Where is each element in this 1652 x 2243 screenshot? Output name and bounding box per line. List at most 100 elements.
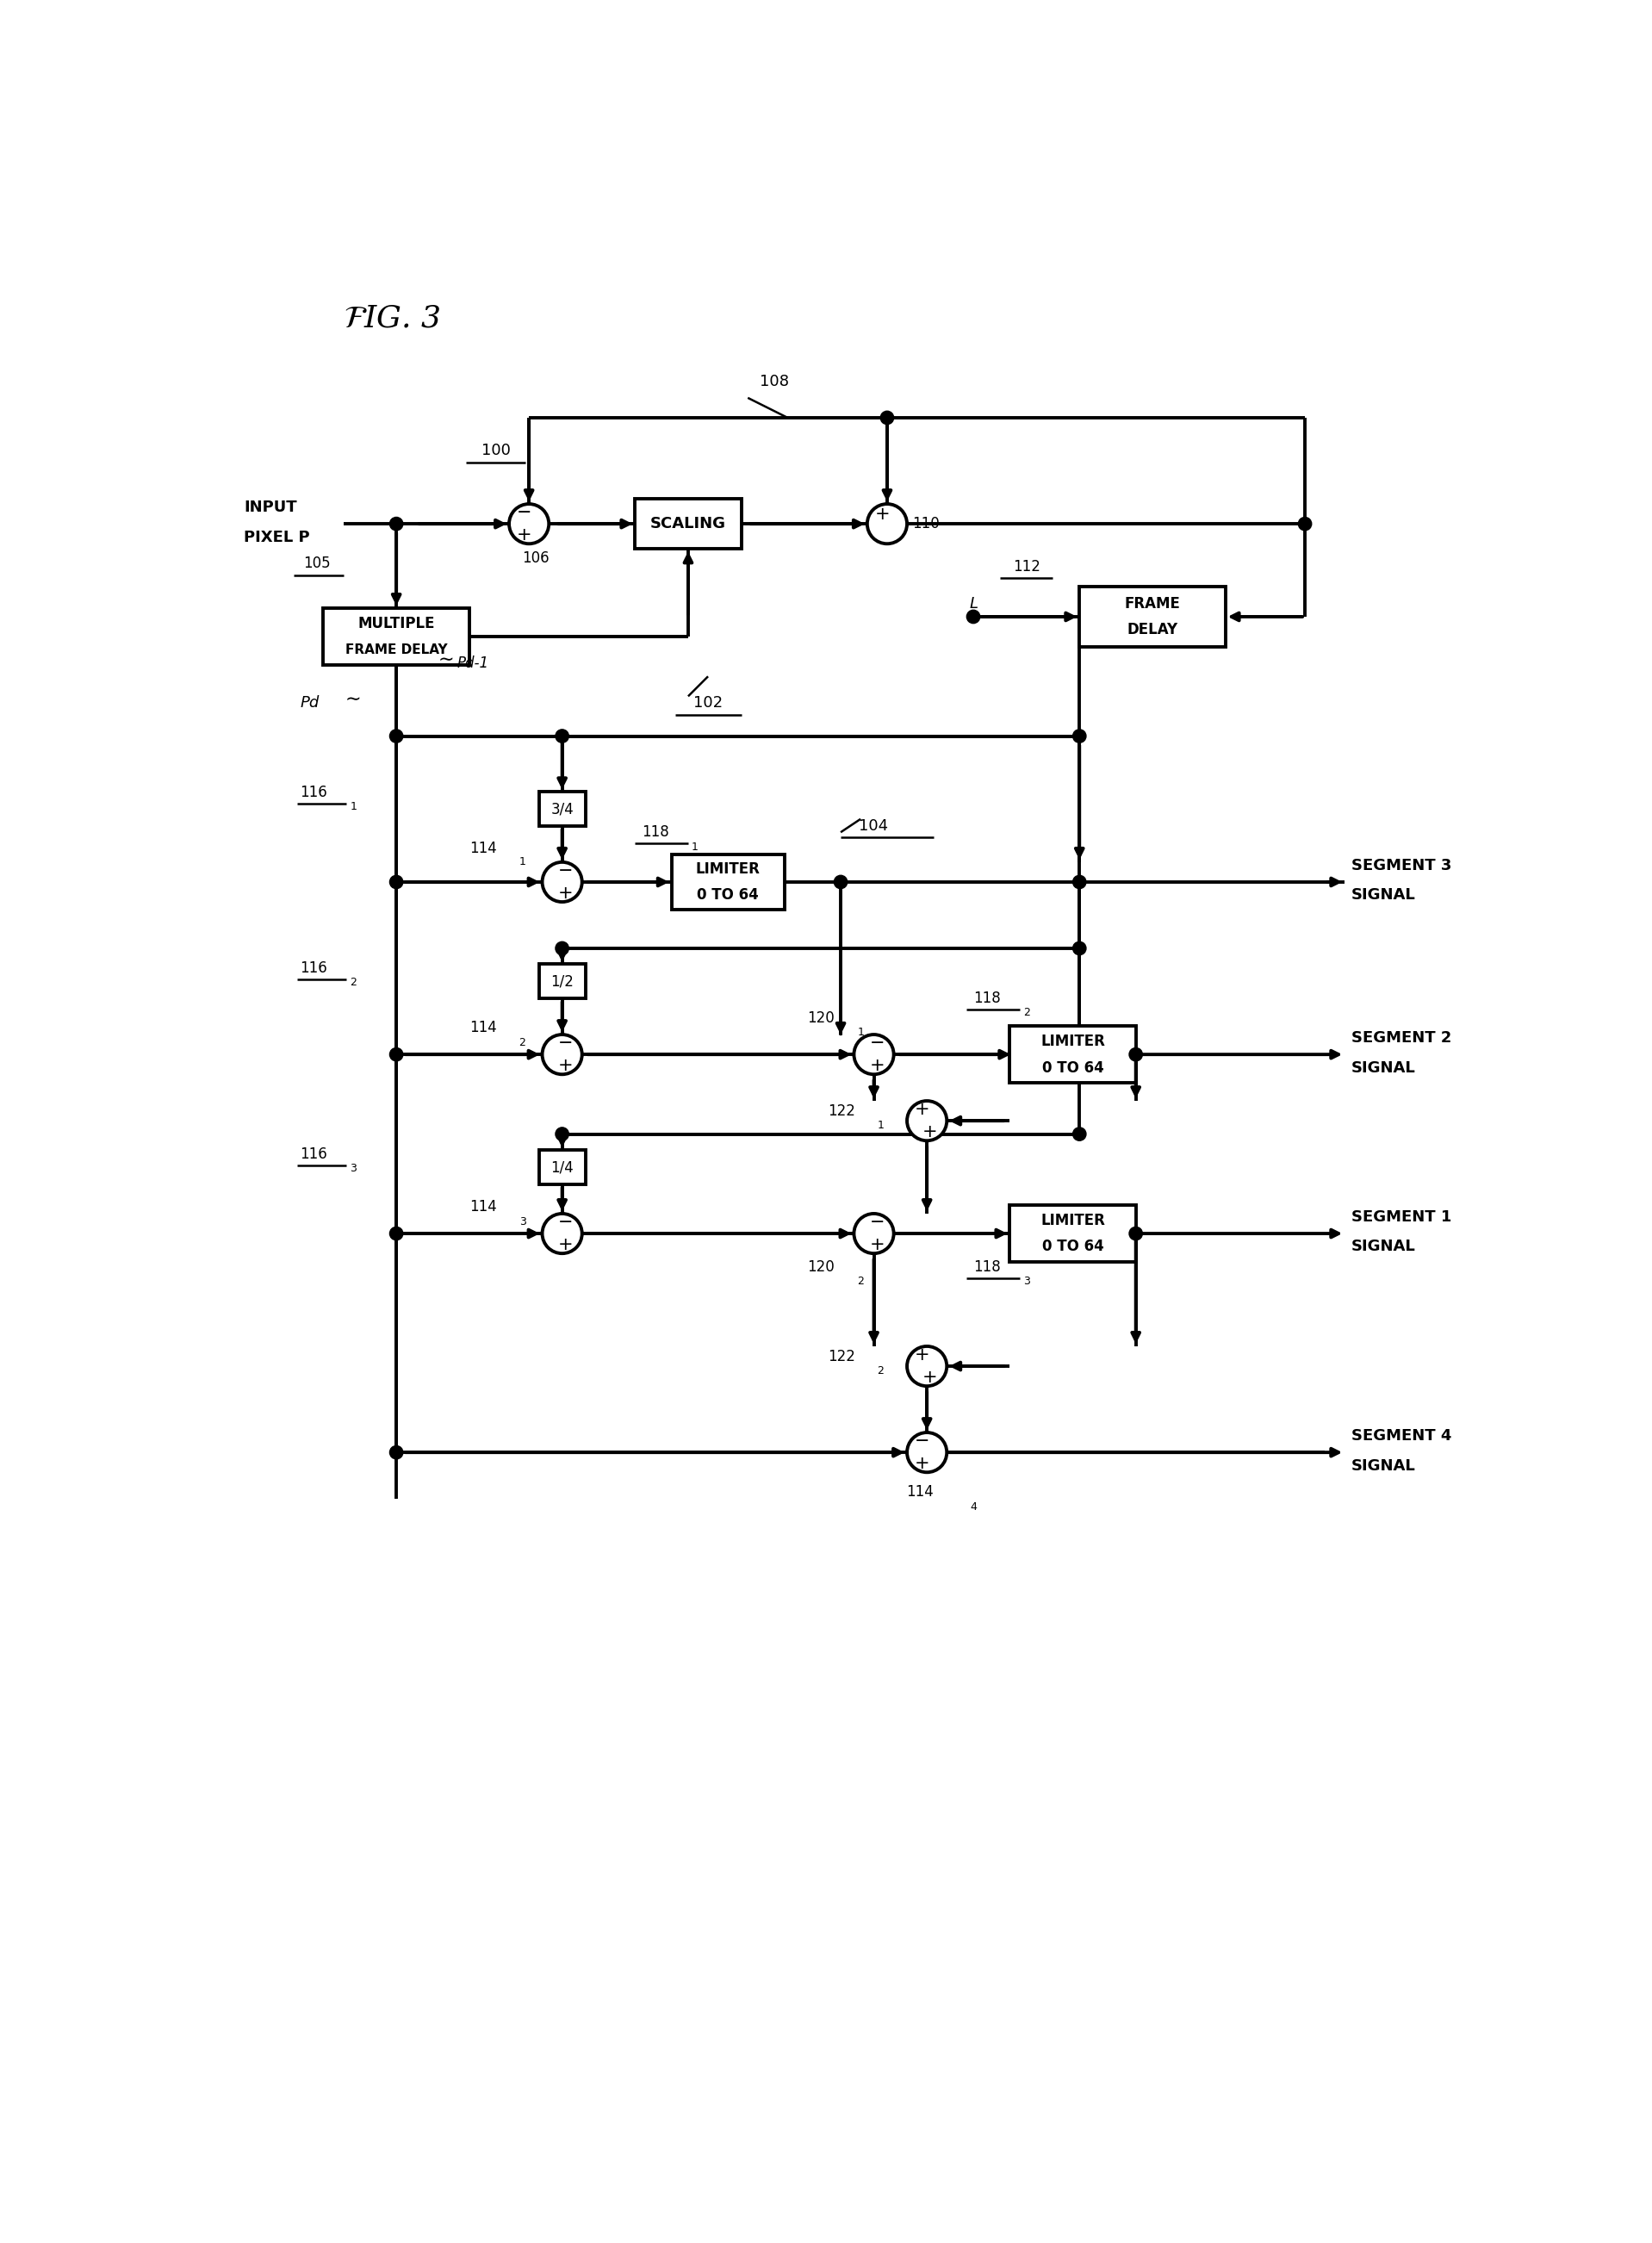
Text: +: + xyxy=(558,1236,573,1254)
Text: 105: 105 xyxy=(302,556,330,572)
Text: 118: 118 xyxy=(973,1258,1001,1274)
Circle shape xyxy=(390,1047,403,1061)
Text: 116: 116 xyxy=(301,960,327,976)
Text: 3: 3 xyxy=(350,1162,357,1173)
Text: −: − xyxy=(558,1213,573,1231)
Text: SIGNAL: SIGNAL xyxy=(1351,1238,1416,1254)
Circle shape xyxy=(1072,1128,1085,1142)
Text: +: + xyxy=(915,1456,930,1471)
Text: +: + xyxy=(869,1056,885,1074)
Text: MULTIPLE: MULTIPLE xyxy=(358,615,434,630)
Text: SIGNAL: SIGNAL xyxy=(1351,1458,1416,1474)
Text: 1: 1 xyxy=(877,1119,884,1130)
Text: LIMITER: LIMITER xyxy=(695,861,760,877)
Text: +: + xyxy=(558,1056,573,1074)
Text: 114: 114 xyxy=(907,1485,933,1501)
Text: SEGMENT 2: SEGMENT 2 xyxy=(1351,1030,1452,1045)
Text: 4: 4 xyxy=(970,1501,976,1512)
Text: Pd: Pd xyxy=(301,695,320,711)
Text: 118: 118 xyxy=(641,825,669,841)
Text: 114: 114 xyxy=(469,1021,497,1036)
Text: +: + xyxy=(922,1124,938,1142)
Text: 114: 114 xyxy=(469,841,497,857)
Circle shape xyxy=(907,1346,947,1386)
Text: +: + xyxy=(869,1236,885,1254)
Circle shape xyxy=(390,1227,403,1240)
Bar xyxy=(672,855,785,908)
Bar xyxy=(1079,588,1226,646)
Text: ∼: ∼ xyxy=(438,650,454,668)
Text: −: − xyxy=(558,861,573,879)
Circle shape xyxy=(542,1213,582,1254)
Text: 1/4: 1/4 xyxy=(550,1160,573,1175)
Text: 2: 2 xyxy=(877,1366,884,1377)
Bar xyxy=(539,964,585,998)
Text: L: L xyxy=(970,597,978,610)
Bar xyxy=(539,792,585,825)
Text: 2: 2 xyxy=(350,978,357,989)
Text: 116: 116 xyxy=(301,1146,327,1162)
Text: −: − xyxy=(869,1213,885,1231)
Bar xyxy=(634,498,742,550)
Circle shape xyxy=(907,1433,947,1471)
Circle shape xyxy=(834,875,847,888)
Text: 120: 120 xyxy=(808,1009,834,1025)
Text: 108: 108 xyxy=(760,375,790,388)
Text: 3: 3 xyxy=(1023,1276,1029,1287)
Circle shape xyxy=(1130,1047,1143,1061)
Text: LIMITER: LIMITER xyxy=(1041,1213,1105,1227)
Text: 122: 122 xyxy=(828,1348,854,1364)
Circle shape xyxy=(867,505,907,543)
Text: ∼: ∼ xyxy=(345,691,362,709)
Circle shape xyxy=(854,1213,894,1254)
Text: 114: 114 xyxy=(469,1200,497,1216)
Text: 1: 1 xyxy=(692,841,699,852)
Text: 118: 118 xyxy=(973,991,1001,1005)
Bar xyxy=(1009,1204,1137,1263)
Text: +: + xyxy=(876,505,890,523)
Text: +: + xyxy=(558,884,573,902)
Circle shape xyxy=(1130,1227,1143,1240)
Text: SEGMENT 3: SEGMENT 3 xyxy=(1351,857,1452,873)
Circle shape xyxy=(390,875,403,888)
Text: FRAME: FRAME xyxy=(1125,597,1180,610)
Text: 3: 3 xyxy=(519,1216,525,1227)
Text: +: + xyxy=(915,1101,930,1117)
Circle shape xyxy=(390,729,403,742)
Bar xyxy=(1009,1027,1137,1083)
Text: 116: 116 xyxy=(301,785,327,801)
Text: SEGMENT 4: SEGMENT 4 xyxy=(1351,1429,1452,1444)
Text: FRAME DELAY: FRAME DELAY xyxy=(345,644,448,657)
Text: +: + xyxy=(915,1346,930,1364)
Text: PIXEL P: PIXEL P xyxy=(244,529,311,545)
Text: 112: 112 xyxy=(1013,559,1041,574)
Text: SCALING: SCALING xyxy=(651,516,725,532)
Text: 122: 122 xyxy=(828,1104,854,1119)
Circle shape xyxy=(555,1128,568,1142)
Circle shape xyxy=(1072,942,1085,956)
Text: 2: 2 xyxy=(1023,1007,1029,1018)
Text: INPUT: INPUT xyxy=(244,500,297,516)
Circle shape xyxy=(390,518,403,532)
Text: 110: 110 xyxy=(912,516,940,532)
Text: 0 TO 64: 0 TO 64 xyxy=(1042,1238,1104,1254)
Text: LIMITER: LIMITER xyxy=(1041,1034,1105,1050)
Text: 106: 106 xyxy=(522,550,548,565)
Bar xyxy=(324,608,469,664)
Circle shape xyxy=(390,1447,403,1458)
Circle shape xyxy=(881,410,894,424)
Text: −: − xyxy=(558,1034,573,1052)
Bar xyxy=(539,1151,585,1184)
Text: +: + xyxy=(517,527,532,543)
Text: SIGNAL: SIGNAL xyxy=(1351,888,1416,904)
Text: $\mathcal{F}$IG. 3: $\mathcal{F}$IG. 3 xyxy=(344,303,441,332)
Text: 1: 1 xyxy=(857,1027,864,1039)
Circle shape xyxy=(1072,729,1085,742)
Circle shape xyxy=(907,1101,947,1142)
Text: 120: 120 xyxy=(808,1258,834,1274)
Text: SIGNAL: SIGNAL xyxy=(1351,1061,1416,1074)
Text: 1: 1 xyxy=(350,801,357,812)
Text: 3/4: 3/4 xyxy=(550,801,573,816)
Circle shape xyxy=(542,861,582,902)
Text: 1/2: 1/2 xyxy=(550,973,573,989)
